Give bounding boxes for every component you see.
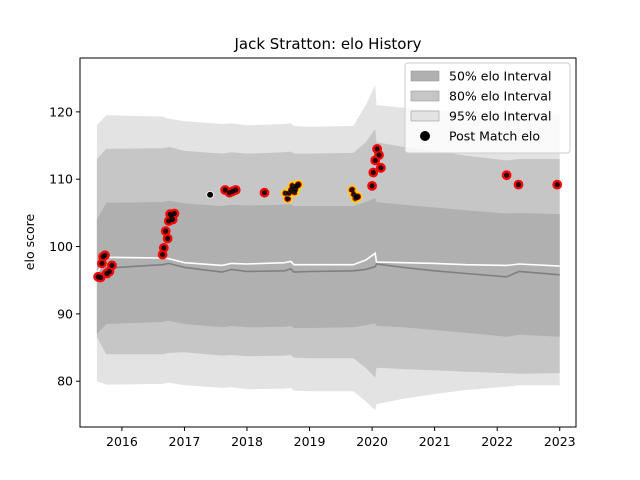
post-match-point-core: [102, 252, 108, 258]
post-match-point-core: [170, 217, 176, 223]
post-match-points: [93, 143, 563, 283]
post-match-point-core: [222, 187, 228, 193]
median-elo-line: [96, 262, 560, 278]
elo-lines: [96, 251, 560, 278]
post-match-point-core: [163, 228, 169, 234]
post-match-point-core: [372, 157, 378, 163]
post-match-point-core: [161, 245, 167, 251]
post-match-point-core: [171, 210, 177, 217]
legend-swatch: [410, 90, 440, 102]
y-tick-label: 100: [49, 239, 73, 254]
post-match-point-core: [285, 196, 291, 202]
post-match-point-core: [98, 274, 104, 281]
y-tick-label: 80: [57, 374, 73, 389]
x-tick-label: 2023: [544, 434, 576, 449]
x-tick-label: 2022: [481, 434, 513, 449]
x-tick-label: 2018: [231, 434, 263, 449]
legend-label: 95% elo Interval: [449, 109, 551, 124]
legend-box: [404, 62, 571, 154]
legend-label: Post Match elo: [449, 129, 540, 144]
legend-marker: [420, 131, 430, 141]
post-match-point-core: [99, 260, 105, 266]
post-match-point-core: [515, 182, 522, 188]
x-tick-label: 2019: [294, 434, 326, 449]
post-match-point-core: [165, 235, 171, 242]
post-match-point-core: [295, 182, 301, 188]
legend-swatch: [410, 70, 440, 82]
x-tick-label: 2021: [419, 434, 451, 449]
legend-label: 50% elo Interval: [449, 69, 551, 84]
x-tick-label: 2020: [356, 434, 388, 449]
post-match-point-core: [378, 165, 384, 171]
post-match-point-core: [369, 183, 375, 189]
interval-bands: [96, 84, 560, 411]
plot-frame: [79, 57, 577, 428]
y-tick-label: 120: [49, 104, 73, 119]
x-tick-label: 2016: [106, 434, 138, 449]
x-tick-label: 2017: [169, 434, 201, 449]
post-match-point-core: [554, 182, 560, 188]
post-match-point-core: [233, 187, 239, 193]
chart-title: Jack Stratton: elo History: [233, 35, 421, 53]
legend: 50% elo Interval 80% elo Interval 95% elo …: [404, 62, 571, 154]
post-match-point-core: [376, 152, 382, 158]
y-tick-label: 110: [49, 172, 73, 187]
post-match-point-core: [261, 190, 268, 196]
post-match-point-core: [355, 194, 361, 200]
mean-elo-line: [96, 251, 560, 274]
post-match-point-core: [349, 187, 355, 193]
post-match-point-core: [106, 268, 112, 275]
post-match-point-core: [374, 146, 380, 152]
y-axis: 80 90 100 110 120: [49, 104, 80, 389]
y-axis-label: elo score: [22, 214, 37, 271]
band-50: [96, 198, 560, 337]
x-axis: 2016 2017 2018 2019 2020 2021 2022 2023: [106, 427, 576, 449]
legend-swatch: [410, 110, 440, 122]
post-match-point: [206, 190, 214, 199]
legend-label: 80% elo Interval: [449, 89, 551, 104]
post-match-point-core: [370, 169, 376, 176]
post-match-point-core: [160, 252, 166, 258]
post-match-point-core: [109, 262, 115, 268]
y-tick-label: 90: [57, 306, 73, 321]
post-match-point-core: [504, 172, 510, 178]
